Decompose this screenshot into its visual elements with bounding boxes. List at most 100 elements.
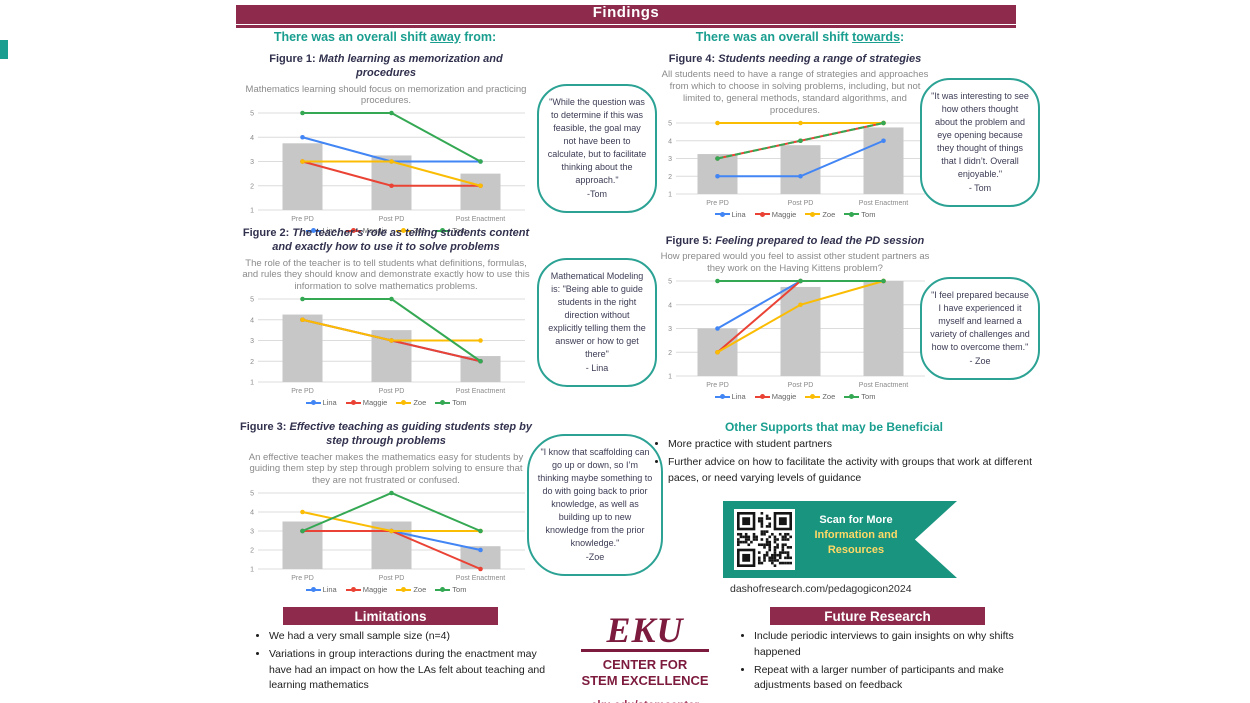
svg-text:4: 4 — [250, 317, 254, 324]
shift-away-prefix: There was an overall shift — [273, 30, 431, 44]
svg-text:2: 2 — [250, 359, 254, 366]
limitations-list: We had a very small sample size (n=4) Var… — [253, 629, 561, 696]
figure-5-chart-subtitle: How prepared would you feel to assist ot… — [660, 251, 930, 275]
eku-center-line1: CENTER FOR — [602, 657, 688, 672]
svg-text:3: 3 — [250, 159, 254, 166]
legend-item-maggie: Maggie — [754, 210, 796, 219]
figure-4-chart-subtitle: All students need to have a range of str… — [661, 69, 929, 116]
svg-text:Post Enactment: Post Enactment — [456, 216, 505, 223]
quote-attribution: -Tom — [587, 189, 607, 200]
quote-bubble-lina: Mathematical Modeling is: "Being able to… — [537, 258, 657, 388]
legend-item-zoe: Zoe — [396, 226, 426, 235]
svg-text:Post Enactment: Post Enactment — [859, 382, 908, 389]
svg-text:3: 3 — [668, 326, 672, 333]
list-item: Variations in group interactions during … — [269, 647, 561, 694]
quote-bubble-zoe-2: "I feel prepared because I have experien… — [920, 277, 1040, 381]
svg-text:4: 4 — [250, 510, 254, 517]
legend-label: Lina — [322, 585, 337, 595]
findings-header-underline — [236, 25, 1016, 28]
legend-label: Lina — [731, 209, 746, 219]
svg-text:5: 5 — [250, 297, 254, 304]
legend-marker-icon — [754, 211, 770, 218]
figure-3-title: Figure 3: Effective teaching as guiding … — [240, 420, 532, 449]
figure-2-title: Figure 2: The teacher’s role as telling … — [240, 226, 532, 255]
quote-text: "While the question was to determine if … — [547, 97, 647, 186]
legend-label: Zoe — [413, 226, 427, 236]
svg-text:Pre PD: Pre PD — [291, 388, 314, 395]
figure-5-title: Figure 5: Feeling prepared to lead the P… — [658, 234, 932, 248]
figure-3: Figure 3: Effective teaching as guiding … — [240, 420, 532, 594]
future-research-list: Include periodic interviews to gain insi… — [738, 629, 1054, 696]
quote-attribution: -Zoe — [585, 552, 605, 563]
svg-text:1: 1 — [250, 208, 254, 215]
figure-5-label: Figure 5: — [665, 235, 713, 247]
legend-label: Tom — [861, 392, 876, 402]
legend-item-lina: Lina — [305, 226, 337, 236]
legend-marker-icon — [435, 227, 451, 234]
legend-marker-icon — [305, 586, 321, 593]
shift-towards-word: towards — [852, 30, 901, 44]
figure-4: Figure 4: Students needing a range of st… — [658, 52, 932, 219]
legend-marker-icon — [754, 393, 770, 400]
svg-text:2: 2 — [668, 350, 672, 357]
legend-label: Tom — [452, 226, 467, 236]
legend-item-lina: Lina — [714, 209, 746, 219]
svg-text:Pre PD: Pre PD — [706, 382, 729, 389]
svg-text:Post Enactment: Post Enactment — [859, 200, 908, 207]
legend-item-tom: Tom — [844, 392, 875, 401]
svg-text:Pre PD: Pre PD — [291, 216, 314, 223]
svg-text:5: 5 — [250, 491, 254, 498]
svg-text:Post Enactment: Post Enactment — [456, 388, 505, 395]
legend-marker-icon — [396, 586, 412, 593]
shift-towards-prefix: There was an overall shift — [695, 30, 853, 44]
figure-3-legend: Lina Maggie Zoe Tom — [240, 585, 532, 594]
qr-ribbon: Scan for More Information and Resources — [723, 501, 957, 578]
qr-url: dashofresearch.com/pedagogicon2024 — [730, 583, 912, 595]
limitations-header-bar: Limitations — [283, 607, 498, 625]
shift-towards-suffix: : — [900, 30, 905, 44]
figure-4-label: Figure 4: — [668, 53, 716, 65]
svg-text:3: 3 — [668, 156, 672, 163]
legend-item-maggie: Maggie — [754, 392, 796, 401]
legend-item-lina: Lina — [714, 392, 746, 402]
shift-towards-heading: There was an overall shift towards: — [665, 30, 935, 44]
figure-5: Figure 5: Feeling prepared to lead the P… — [658, 234, 932, 401]
qr-ribbon-line3: Resources — [827, 543, 885, 556]
legend-item-tom: Tom — [435, 585, 466, 594]
legend-label: Zoe — [822, 209, 836, 219]
figure-3-label: Figure 3: — [240, 421, 287, 433]
figure-2-label: Figure 2: — [242, 227, 290, 239]
legend-marker-icon — [345, 227, 361, 234]
figure-1-title-text: Math learning as memorization and proced… — [318, 53, 503, 80]
quote-attribution: - Lina — [585, 363, 609, 374]
legend-marker-icon — [396, 399, 412, 406]
figure-3-title-text: Effective teaching as guiding students s… — [289, 421, 532, 448]
svg-text:3: 3 — [250, 338, 254, 345]
legend-label: Lina — [322, 226, 337, 236]
svg-text:3: 3 — [250, 529, 254, 536]
svg-text:1: 1 — [668, 374, 672, 381]
figure-2: Figure 2: The teacher’s role as telling … — [240, 226, 532, 407]
legend-label: Lina — [731, 392, 746, 402]
legend-item-zoe: Zoe — [396, 585, 426, 594]
svg-text:Post PD: Post PD — [379, 388, 405, 395]
svg-text:2: 2 — [250, 548, 254, 555]
svg-text:5: 5 — [668, 279, 672, 286]
svg-text:4: 4 — [668, 302, 672, 309]
svg-text:4: 4 — [668, 138, 672, 145]
other-supports-heading: Other Supports that may be Beneficial — [724, 420, 944, 434]
figure-1-chart: 1 2 3 4 5 Pre PD Post PD Post Enactment — [250, 111, 525, 223]
svg-text:5: 5 — [668, 120, 672, 127]
legend-marker-icon — [805, 393, 821, 400]
findings-header-bar: Findings — [236, 3, 1016, 24]
list-item: Further advice on how to facilitate the … — [668, 455, 1036, 487]
legend-label: Zoe — [413, 398, 427, 408]
list-item: We had a very small sample size (n=4) — [269, 629, 561, 645]
legend-marker-icon — [345, 399, 361, 406]
shift-away-word: away — [430, 30, 461, 44]
quote-bubble-zoe-1: "I know that scaffolding can go up or do… — [527, 434, 663, 577]
list-item: Include periodic interviews to gain insi… — [754, 629, 1054, 661]
figure-1-label: Figure 1: — [269, 53, 316, 65]
svg-text:Pre PD: Pre PD — [291, 575, 314, 582]
